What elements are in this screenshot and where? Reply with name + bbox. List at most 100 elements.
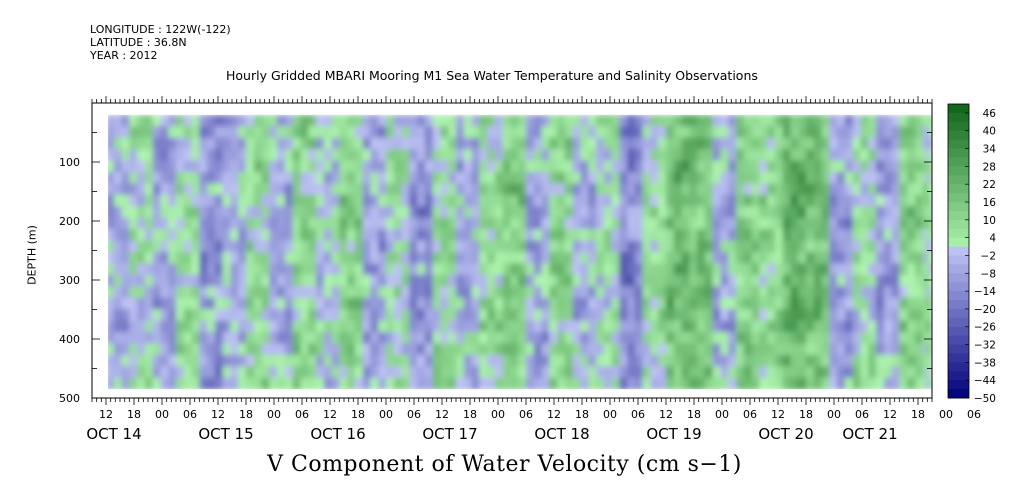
heatmap-cell (650, 240, 660, 253)
heatmap-cell (261, 366, 271, 379)
heatmap-cell (222, 343, 232, 356)
heatmap-cell (603, 286, 613, 299)
heatmap-cell (463, 172, 473, 185)
x-hour-label: 18 (239, 408, 253, 421)
heatmap-cell (541, 366, 551, 379)
heatmap-cell (603, 343, 613, 356)
heatmap-cell (518, 172, 527, 185)
heatmap-cell (253, 229, 263, 242)
x-hour-label: 00 (939, 408, 953, 421)
heatmap-cell (642, 320, 652, 333)
heatmap-cell (300, 149, 310, 162)
heatmap-cell (899, 206, 909, 219)
heatmap-cell (502, 206, 512, 219)
heatmap-cell (681, 263, 691, 276)
heatmap-cell (292, 354, 302, 368)
heatmap-cell (557, 229, 566, 242)
heatmap-cell (207, 229, 216, 242)
heatmap-cell (642, 206, 652, 219)
heatmap-cell (440, 137, 450, 151)
heatmap-cell (603, 114, 613, 128)
heatmap-cell (214, 309, 224, 322)
heatmap-cell (689, 126, 699, 139)
heatmap-cell (323, 217, 333, 231)
colorbar-label: −8 (981, 268, 996, 280)
heatmap-cell (798, 183, 807, 196)
heatmap-cell (409, 343, 419, 356)
heatmap-cell (619, 229, 629, 242)
heatmap-cell (681, 183, 691, 196)
heatmap-cell (261, 172, 271, 185)
heatmap-cell (230, 332, 240, 345)
heatmap-cell (743, 114, 753, 128)
heatmap-cell (409, 217, 419, 231)
heatmap-cell (471, 252, 481, 265)
heatmap-cell (463, 332, 473, 345)
heatmap-cell (214, 286, 224, 299)
heatmap-cell (393, 274, 403, 288)
heatmap-cell (650, 297, 660, 311)
x-hour-label: 18 (463, 408, 477, 421)
heatmap-cell (837, 160, 846, 173)
heatmap-cell (362, 183, 372, 196)
heatmap-cell (238, 366, 247, 379)
heatmap-cell (463, 263, 473, 276)
heatmap-cell (316, 149, 325, 162)
heatmap-cell (487, 172, 496, 185)
heatmap-cell (386, 206, 395, 219)
heatmap-cell (533, 286, 543, 299)
heatmap-cell (168, 183, 177, 196)
heatmap-cell (347, 252, 356, 265)
heatmap-cell (238, 286, 247, 299)
heatmap-cell (362, 332, 372, 345)
heatmap-cell (650, 206, 660, 219)
x-hour-label: 18 (127, 408, 141, 421)
heatmap-cell (284, 252, 294, 265)
heatmap-cell (666, 377, 675, 391)
heatmap-cell (868, 137, 877, 151)
heatmap-cell (557, 377, 566, 391)
heatmap-cell (549, 343, 559, 356)
heatmap-cell (767, 343, 776, 356)
heatmap-cell (106, 343, 115, 356)
heatmap-cell (928, 332, 932, 345)
heatmap-cell (393, 126, 403, 139)
heatmap-cell (448, 160, 457, 173)
heatmap-cell (821, 240, 831, 253)
heatmap-cell (712, 297, 722, 311)
heatmap-cell (494, 286, 504, 299)
heatmap-cell (494, 309, 504, 322)
heatmap-cell (914, 183, 924, 196)
heatmap-cell (308, 263, 317, 276)
heatmap-cell (526, 206, 535, 219)
heatmap-cell (432, 297, 442, 311)
heatmap-cell (160, 252, 170, 265)
heatmap-cell (222, 263, 232, 276)
heatmap-cell (362, 320, 372, 333)
heatmap-cell (813, 377, 823, 391)
heatmap-cell (782, 332, 792, 345)
heatmap-cell (378, 172, 387, 185)
heatmap-cell (627, 160, 636, 173)
heatmap-cell (191, 149, 201, 162)
heatmap-cell (339, 297, 349, 311)
heatmap-cell (207, 160, 216, 173)
heatmap-cell (370, 343, 380, 356)
heatmap-cell (424, 366, 434, 379)
heatmap-cell (557, 286, 566, 299)
heatmap-cell (658, 114, 667, 128)
heatmap-cell (292, 206, 302, 219)
heatmap-cell (580, 309, 590, 322)
heatmap-cell (370, 332, 380, 345)
heatmap-cell (137, 343, 146, 356)
heatmap-cell (736, 366, 745, 379)
heatmap-cell (790, 297, 800, 311)
heatmap-cell (409, 229, 419, 242)
heatmap-cell (448, 183, 457, 196)
heatmap-cell (860, 137, 870, 151)
heatmap-cell (316, 126, 325, 139)
heatmap-cell (129, 332, 139, 345)
heatmap-cell (596, 263, 605, 276)
heatmap-cell (922, 240, 927, 253)
